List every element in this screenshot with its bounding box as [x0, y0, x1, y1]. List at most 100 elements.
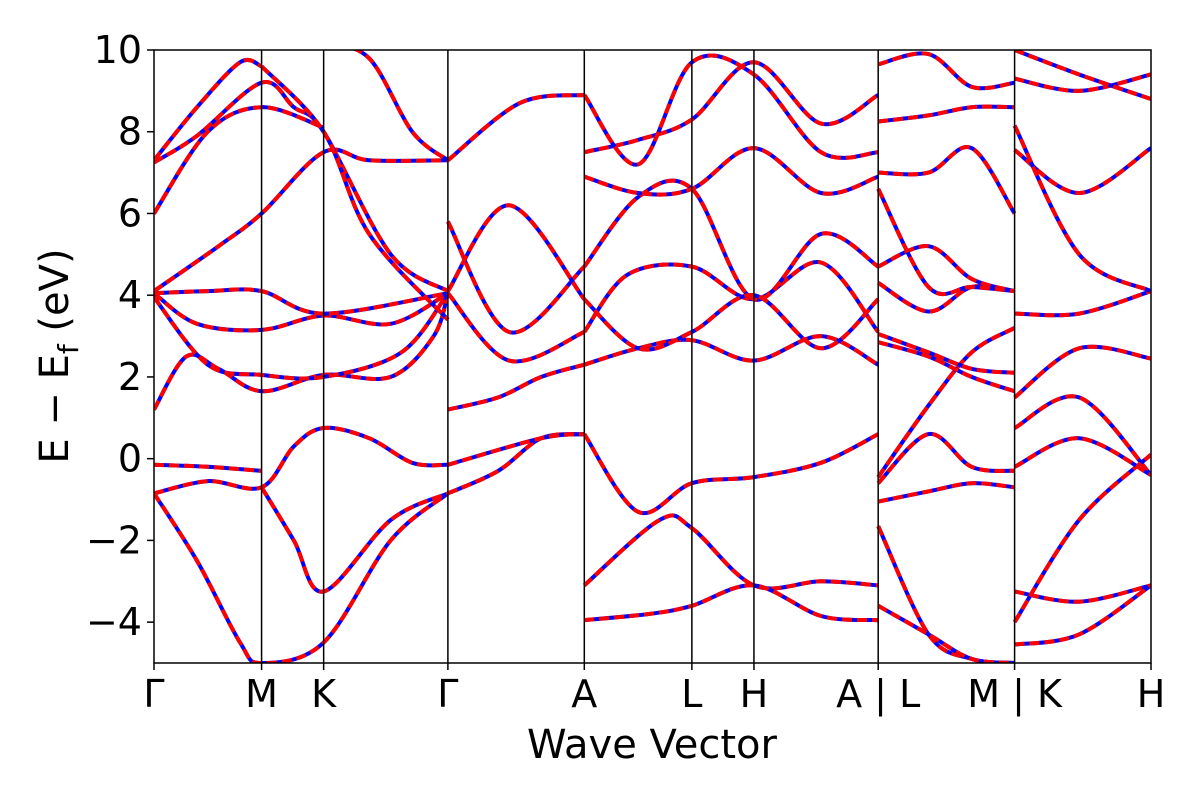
- x-tick-label: H: [740, 672, 769, 716]
- band-45-series-2: [1014, 583, 1151, 647]
- band-25-series-2: [582, 260, 880, 334]
- band-36-series-2: [877, 340, 1016, 394]
- band-27-series-2: [583, 146, 879, 197]
- band-14-series-2: [447, 362, 585, 412]
- x-tick-label: M: [245, 672, 278, 716]
- band-17-series-2: [446, 220, 586, 335]
- band-11-series-2: [154, 57, 263, 162]
- band-21-series-2: [583, 334, 880, 367]
- band-9-series-1: [154, 105, 325, 215]
- y-tick-label: −4: [86, 600, 142, 644]
- x-tick-label: H: [1137, 672, 1166, 716]
- band-37-series-2: [877, 332, 1015, 375]
- plot-frame: [153, 49, 1152, 664]
- band-10-series-2: [154, 80, 449, 293]
- x-tick-label: M | K: [967, 672, 1063, 717]
- x-tick-label: A | L: [836, 672, 920, 717]
- band-47-series-2: [1012, 453, 1151, 624]
- band-13-series-1: [352, 50, 450, 162]
- band-52-series-2: [1013, 50, 1151, 101]
- band-33-series-1: [876, 525, 1015, 663]
- band-40-series-2: [876, 187, 1015, 297]
- band-17-series-1: [446, 220, 586, 335]
- band-51-series-2: [1014, 72, 1151, 93]
- y-tick-label: 0: [118, 437, 142, 481]
- band-19-series-1: [446, 203, 586, 301]
- band-50-series-1: [1012, 124, 1151, 293]
- band-5-series-1: [154, 291, 450, 381]
- band-0-series-2: [154, 425, 448, 496]
- band-29-series-2: [582, 53, 879, 167]
- band-39-series-2: [877, 244, 1016, 294]
- band-42-series-2: [877, 104, 1015, 124]
- band-30-series-2: [582, 293, 880, 352]
- band-35-series-1: [876, 326, 1016, 479]
- band-48-series-2: [1014, 289, 1151, 318]
- x-axis-label: Wave Vector: [527, 722, 778, 768]
- band-15-series-2: [447, 432, 585, 496]
- band-53-series-2: [1013, 344, 1151, 399]
- band-39-series-1: [877, 244, 1016, 294]
- band-26-series-1: [582, 178, 880, 302]
- band-54-series-2: [1013, 436, 1151, 477]
- x-tick-label: K: [311, 672, 337, 716]
- bands-layer: [154, 50, 1151, 663]
- band-2-series-2: [154, 491, 450, 663]
- x-tick-label: Γ: [143, 672, 164, 716]
- band-33-series-2: [876, 525, 1015, 663]
- band-18-series-1: [446, 93, 585, 162]
- y-axis-label: E − Ef (eV): [32, 248, 85, 463]
- band-2-series-1: [154, 491, 450, 663]
- y-tick-label: 8: [118, 110, 142, 154]
- y-label-main: E − E: [32, 354, 78, 464]
- band-20-series-2: [447, 432, 585, 467]
- band-29-series-1: [582, 53, 879, 167]
- band-24-series-2: [584, 583, 879, 623]
- band-46-series-2: [1013, 394, 1151, 477]
- band-53-series-1: [1013, 344, 1151, 399]
- kpoint-lines: [260, 50, 1016, 663]
- band-34-series-1: [877, 604, 1015, 663]
- band-22-series-2: [582, 432, 880, 516]
- band-7-series-2: [154, 287, 449, 316]
- band-28-series-2: [583, 60, 880, 155]
- x-tick-label: Γ: [437, 672, 458, 716]
- band-12-series-2: [260, 64, 450, 322]
- band-19-series-2: [446, 203, 586, 301]
- y-label-unit: (eV): [32, 248, 78, 344]
- y-tick-label: 10: [94, 28, 142, 72]
- band-41-series-2: [878, 145, 1017, 215]
- band-44-series-2: [1014, 583, 1151, 604]
- y-label-sub: f: [52, 343, 85, 354]
- band-38-series-2: [877, 281, 1015, 314]
- y-tick-label: −2: [86, 518, 142, 562]
- band-16-series-2: [446, 291, 586, 364]
- band-27-series-1: [583, 146, 879, 197]
- y-tick-label: 6: [118, 191, 142, 235]
- band-50-series-2: [1012, 124, 1151, 293]
- band-1-series-2: [154, 462, 262, 473]
- x-tick-label: L: [681, 672, 702, 716]
- x-tick-label: A: [571, 672, 597, 716]
- y-ticks: 10 8 6 4 2 0 −2 −4: [86, 28, 154, 644]
- y-tick-label: 4: [118, 273, 142, 317]
- band-43-series-2: [877, 51, 1015, 91]
- band-34-series-2: [877, 604, 1015, 663]
- band-9-series-2: [154, 105, 325, 215]
- band-8-series-2: [154, 147, 448, 293]
- y-tick-label: 2: [118, 355, 142, 399]
- band-23-series-2: [582, 513, 879, 591]
- band-35-series-2: [876, 326, 1016, 479]
- band-40-series-1: [876, 187, 1015, 297]
- band-26-series-2: [582, 178, 880, 302]
- band-28-series-1: [583, 60, 880, 155]
- band-4-series-2: [154, 292, 450, 411]
- band-31-series-2: [876, 432, 1015, 485]
- band-6-series-2: [154, 291, 449, 333]
- band-32-series-2: [877, 481, 1015, 504]
- band-18-series-2: [446, 93, 585, 162]
- band-23-series-1: [582, 513, 879, 591]
- band-13-series-2: [352, 50, 450, 162]
